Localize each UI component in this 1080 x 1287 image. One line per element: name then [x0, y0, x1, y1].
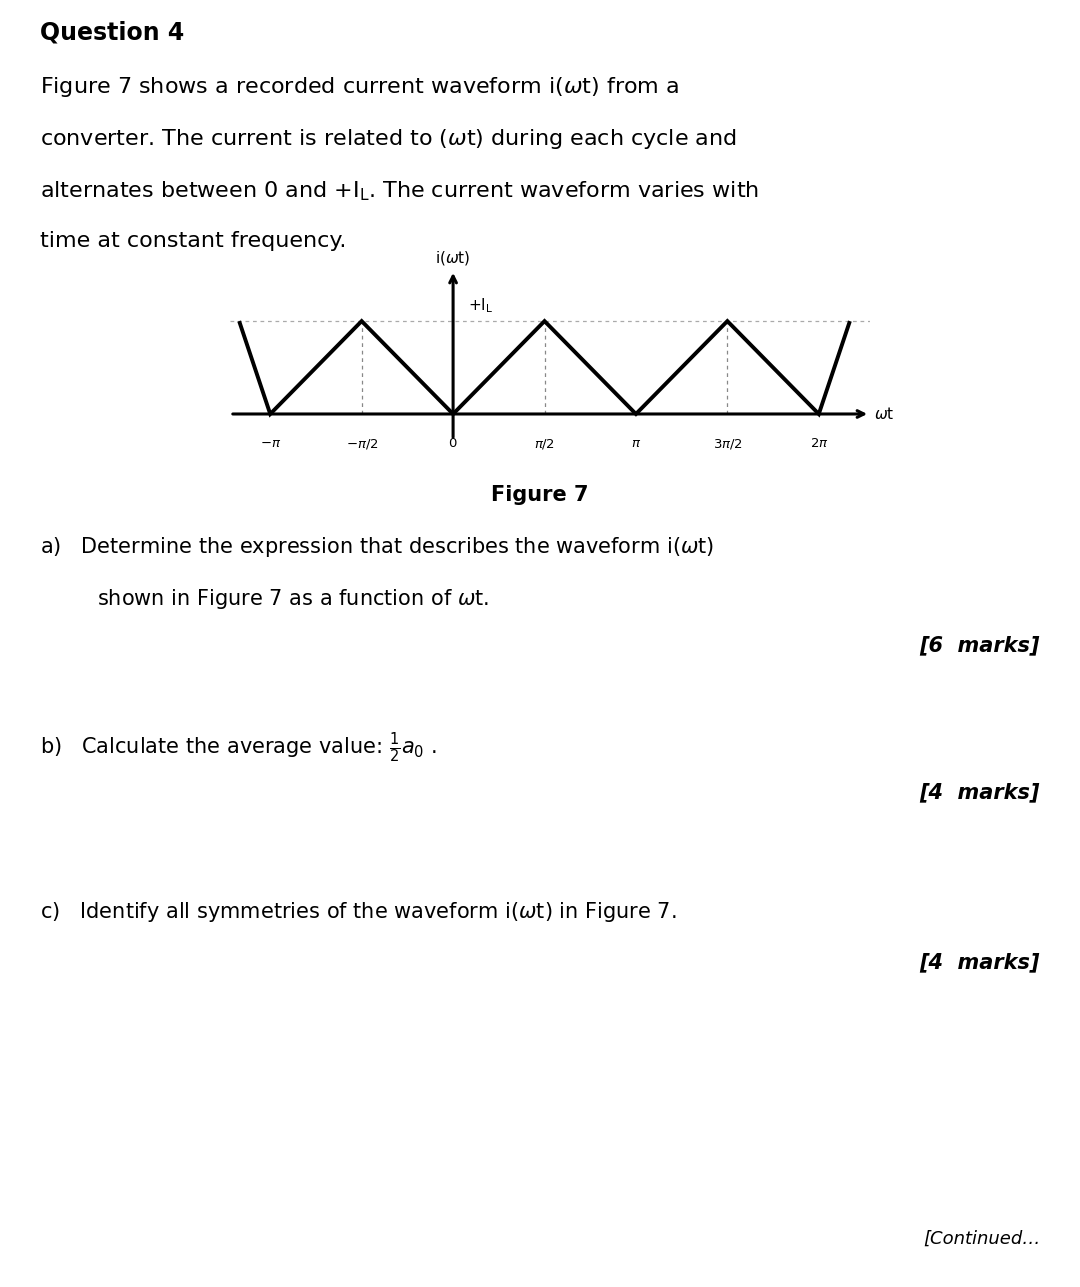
- Text: [6  marks]: [6 marks]: [920, 634, 1040, 655]
- Text: time at constant frequency.: time at constant frequency.: [40, 230, 347, 251]
- Text: a)   Determine the expression that describes the waveform i($\omega$t): a) Determine the expression that describ…: [40, 535, 714, 559]
- Text: +I$_\mathrm{L}$: +I$_\mathrm{L}$: [468, 296, 492, 314]
- Text: Question 4: Question 4: [40, 21, 185, 45]
- Text: alternates between 0 and +I$_\mathrm{L}$. The current waveform varies with: alternates between 0 and +I$_\mathrm{L}$…: [40, 179, 759, 202]
- Text: [4  marks]: [4 marks]: [920, 952, 1040, 972]
- Text: $-\pi/2$: $-\pi/2$: [346, 438, 378, 452]
- Text: Figure 7 shows a recorded current waveform i($\omega$t) from a: Figure 7 shows a recorded current wavefo…: [40, 75, 679, 99]
- Text: [4  marks]: [4 marks]: [920, 782, 1040, 802]
- Text: $0$: $0$: [448, 438, 458, 450]
- Text: $3\pi/2$: $3\pi/2$: [713, 438, 742, 452]
- Text: $2\pi$: $2\pi$: [810, 438, 828, 450]
- Text: c)   Identify all symmetries of the waveform i($\omega$t) in Figure 7.: c) Identify all symmetries of the wavefo…: [40, 900, 676, 924]
- Text: converter. The current is related to ($\omega$t) during each cycle and: converter. The current is related to ($\…: [40, 127, 737, 151]
- Text: $-\pi$: $-\pi$: [259, 438, 281, 450]
- Text: $\pi/2$: $\pi/2$: [534, 438, 555, 452]
- Text: Figure 7: Figure 7: [491, 485, 589, 505]
- Text: $\pi$: $\pi$: [631, 438, 642, 450]
- Text: i($\omega$t): i($\omega$t): [435, 250, 471, 268]
- Text: shown in Figure 7 as a function of $\omega$t.: shown in Figure 7 as a function of $\ome…: [97, 587, 489, 611]
- Text: [Continued…: [Continued…: [922, 1230, 1040, 1248]
- Text: $\omega$t: $\omega$t: [874, 405, 894, 422]
- Text: b)   Calculate the average value: $\frac{1}{2}a_0$ .: b) Calculate the average value: $\frac{1…: [40, 730, 436, 764]
